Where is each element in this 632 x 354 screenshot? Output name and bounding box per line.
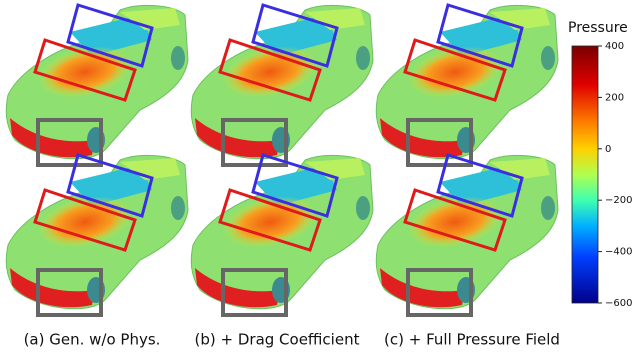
colorbar — [572, 46, 598, 303]
colorbar-tick-label: −600 — [605, 298, 632, 309]
caption: (a) Gen. w/o Phys. — [24, 331, 161, 349]
car-render — [6, 155, 188, 315]
colorbar-title: Pressure — [568, 20, 628, 36]
colorbar-tick-label: 200 — [605, 92, 624, 103]
colorbar-tick-label: 400 — [605, 41, 624, 52]
colorbar-tick-label: −200 — [605, 195, 632, 206]
car-render — [6, 5, 188, 165]
colorbar-tick-label: −400 — [605, 247, 632, 258]
caption: (c) + Full Pressure Field — [384, 331, 560, 349]
car-render — [191, 5, 373, 165]
figure: (a) Gen. w/o Phys. (b) + Drag Coefficien… — [0, 0, 632, 354]
car-render — [191, 155, 373, 315]
car-render — [376, 5, 558, 165]
colorbar-tick-label: 0 — [605, 144, 611, 155]
caption: (b) + Drag Coefficient — [195, 331, 360, 349]
car-render — [376, 155, 558, 315]
